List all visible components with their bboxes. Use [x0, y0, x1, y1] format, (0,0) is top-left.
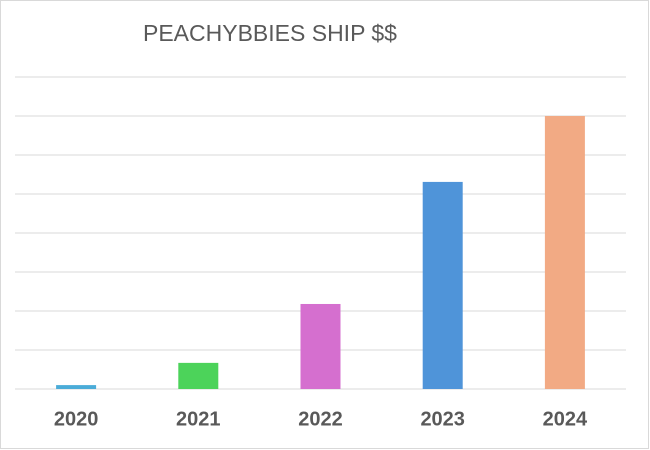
x-tick-label: 2020: [54, 408, 99, 430]
x-tick-label: 2022: [298, 408, 343, 430]
bar: [544, 116, 585, 389]
bar: [178, 362, 219, 389]
x-tick-label: 2023: [420, 408, 465, 430]
bar: [422, 181, 463, 389]
bar: [300, 303, 341, 389]
bar: [56, 385, 97, 389]
x-tick-label: 2024: [543, 408, 588, 430]
chart-title: PEACHYBBIES SHIP $$: [143, 20, 397, 46]
x-tick-label: 2021: [176, 408, 221, 430]
